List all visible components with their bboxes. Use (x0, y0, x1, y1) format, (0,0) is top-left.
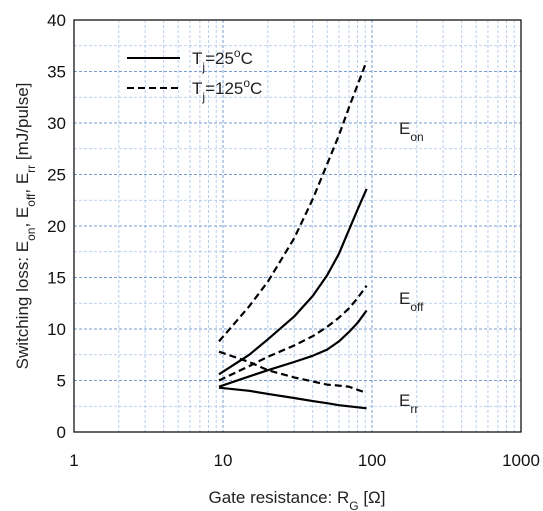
y-tick-label: 35 (47, 63, 66, 82)
y-tick-label: 30 (47, 114, 66, 133)
series-line-25C (218, 386, 367, 410)
series-line-125C (218, 350, 367, 394)
y-tick-label: 40 (47, 11, 66, 30)
y-tick-label: 15 (47, 269, 66, 288)
annotation-sub: rr (410, 402, 418, 416)
text-part: o (243, 76, 250, 90)
y-tick-label: 0 (57, 423, 66, 442)
text-part: T (192, 79, 202, 98)
series-line-25C (218, 309, 368, 388)
text-part: rr (24, 165, 38, 173)
text-part: off (24, 193, 38, 207)
x-axis-title: Gate resistance: RG [Ω] (208, 488, 385, 511)
text-part: o (234, 46, 241, 60)
y-axis-title: Switching loss: Eon, Eoff, Err [mJ/pulse… (13, 83, 38, 370)
annotation-base: E (399, 391, 410, 410)
annotation-sub: off (410, 300, 424, 314)
x-tick-label: 10 (214, 451, 233, 470)
annotation-base: E (399, 289, 410, 308)
annotation-sub: on (410, 130, 423, 144)
x-title-prefix: Gate resistance: R (208, 488, 349, 507)
x-tick-label: 1 (69, 451, 78, 470)
text-part: j (201, 60, 205, 74)
y-tick-label: 20 (47, 217, 66, 236)
x-title-sub: G (349, 499, 358, 511)
y-tick-labels: 0 5 10 15 20 25 30 35 40 (47, 11, 66, 442)
legend-label: Tj=125oC (192, 76, 262, 104)
y-tick-label: 25 (47, 166, 66, 185)
text-part: =125 (205, 79, 243, 98)
series-lines (218, 60, 368, 410)
text-part: j (201, 90, 205, 104)
text-part: C (241, 49, 253, 68)
text-part: Switching loss: E (13, 241, 32, 370)
text-part: T (192, 49, 202, 68)
plot-frame (73, 19, 522, 433)
x-tick-labels: 1 10 100 1000 (69, 451, 540, 470)
text-part: on (24, 228, 38, 241)
legend-label: Tj=25oC (192, 46, 253, 74)
curve-annotation: Err (399, 391, 418, 416)
curve-annotation: Eon (399, 119, 424, 144)
y-tick-label: 5 (57, 372, 66, 391)
series-line-125C (218, 285, 368, 382)
text-part: , E (13, 173, 32, 194)
annotation-base: E (399, 119, 410, 138)
curve-annotation: Eoff (399, 289, 424, 314)
x-title-suffix: [Ω] (359, 488, 386, 507)
text-part: =25 (205, 49, 234, 68)
x-tick-label: 1000 (502, 451, 540, 470)
series-line-125C (218, 60, 368, 343)
series-line-25C (218, 188, 368, 376)
y-tick-label: 10 (47, 320, 66, 339)
text-part: , E (13, 207, 32, 228)
text-part: [mJ/pulse] (13, 83, 32, 165)
x-tick-label: 100 (358, 451, 386, 470)
grid (74, 20, 521, 432)
text-part: C (250, 79, 262, 98)
